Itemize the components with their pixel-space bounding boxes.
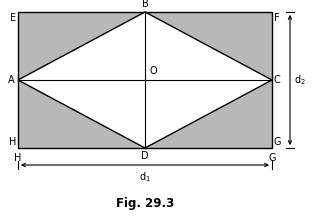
Text: A: A — [8, 75, 15, 85]
Text: d$_1$: d$_1$ — [139, 170, 151, 184]
Text: G: G — [274, 137, 282, 147]
Text: F: F — [274, 13, 280, 23]
Text: E: E — [10, 13, 16, 23]
Polygon shape — [145, 80, 272, 148]
Text: d$_2$: d$_2$ — [294, 73, 306, 87]
Polygon shape — [18, 12, 272, 148]
Text: C: C — [274, 75, 281, 85]
Text: H: H — [9, 137, 16, 147]
Text: O: O — [150, 66, 158, 76]
Polygon shape — [18, 12, 145, 80]
Text: G: G — [268, 153, 276, 163]
Text: B: B — [141, 0, 148, 9]
Polygon shape — [18, 80, 145, 148]
Text: D: D — [141, 151, 149, 161]
Text: H: H — [14, 153, 22, 163]
Text: Fig. 29.3: Fig. 29.3 — [116, 197, 174, 210]
Polygon shape — [145, 12, 272, 80]
